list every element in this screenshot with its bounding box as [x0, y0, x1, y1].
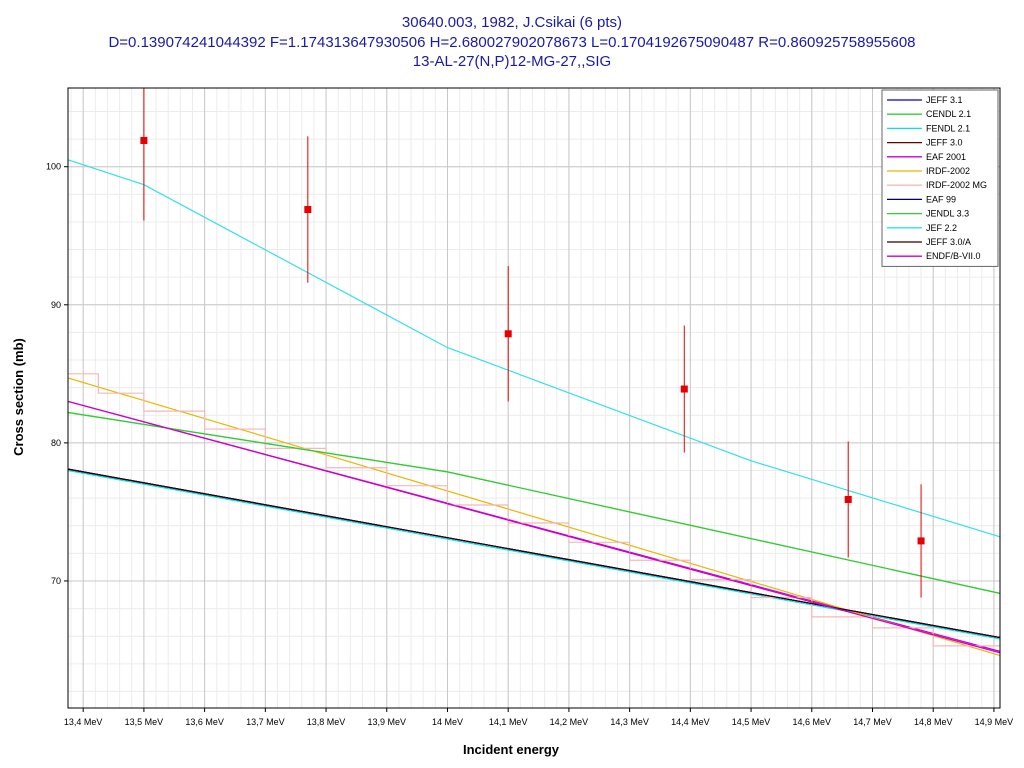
- x-tick-label: 14,7 MeV: [853, 717, 892, 727]
- y-axis-label: Cross section (mb): [11, 338, 26, 456]
- legend-label: JEFF 3.1: [926, 95, 963, 105]
- legend-label: ENDF/B-VII.0: [926, 251, 981, 261]
- series-line-irdf-2002-mg: [68, 373, 1000, 647]
- x-tick-label: 14,8 MeV: [914, 717, 953, 727]
- y-axis: 70 80 90 100: [46, 162, 68, 586]
- series-line-endf-b-vii-0: [67, 400, 1001, 654]
- series-line-jeff-3-0-a: [67, 468, 1001, 639]
- legend-label: JEFF 3.0: [926, 138, 963, 148]
- data-point: [504, 330, 512, 338]
- y-tick-label: 100: [46, 162, 61, 172]
- x-tick-label: 14,3 MeV: [610, 717, 649, 727]
- x-axis: 13,4 MeV 13,5 MeV 13,6 MeV 13,7 MeV 13,8 MeV…: [64, 708, 1013, 727]
- x-tick-label: 13,5 MeV: [125, 717, 164, 727]
- x-tick-label: 14,1 MeV: [489, 717, 528, 727]
- plot-frame: [67, 87, 1001, 709]
- y-tick-label: 90: [51, 300, 61, 310]
- x-tick-label: 13,7 MeV: [246, 717, 285, 727]
- chart-title: 30640.003, 1982, J.Csikai (6 pts): [401, 14, 623, 31]
- data-point: [304, 206, 312, 214]
- legend-label: JEF 2.2: [926, 223, 957, 233]
- legend-label: EAF 2001: [926, 152, 966, 162]
- x-tick-label: 13,6 MeV: [185, 717, 224, 727]
- legend-label: CENDL 2.1: [926, 109, 971, 119]
- legend-label: EAF 99: [926, 194, 956, 204]
- x-tick-label: 14,9 MeV: [975, 717, 1014, 727]
- legend-label: IRDF-2002 MG: [926, 180, 987, 190]
- legend-box: [881, 89, 999, 267]
- legend-label: JENDL 3.3: [926, 209, 969, 219]
- x-tick-label: 13,8 MeV: [307, 717, 346, 727]
- legend-label: IRDF-2002: [926, 166, 970, 176]
- x-tick-label: 13,4 MeV: [64, 717, 103, 727]
- legend-label: FENDL 2.1: [926, 123, 970, 133]
- series-line-jendl-3-3: [67, 411, 1001, 594]
- y-tick-label: 70: [51, 576, 61, 586]
- legend-label: JEFF 3.0/A: [926, 237, 971, 247]
- legend: JEFF 3.1 CENDL 2.1 FENDL 2.1 JEFF 3.0 EAF 20…: [881, 89, 999, 267]
- data-point: [917, 537, 925, 545]
- data-points: [140, 88, 925, 598]
- x-tick-label: 14,6 MeV: [793, 717, 832, 727]
- data-point: [844, 495, 852, 503]
- x-tick-label: 14,4 MeV: [671, 717, 710, 727]
- x-tick-label: 14 MeV: [432, 717, 463, 727]
- data-point: [680, 385, 688, 393]
- x-tick-label: 14,5 MeV: [732, 717, 771, 727]
- data-point: [140, 136, 148, 144]
- x-tick-label: 14,2 MeV: [550, 717, 589, 727]
- chart-subtitle-params: D=0.139074241044392 F=1.174313647930506 …: [108, 34, 916, 51]
- series-lines: [67, 159, 1001, 657]
- x-tick-label: 13,9 MeV: [367, 717, 406, 727]
- x-axis-label: Incident energy: [463, 742, 560, 757]
- y-tick-label: 80: [51, 438, 61, 448]
- chart-subtitle-reaction: 13-AL-27(N,P)12-MG-27,,SIG: [412, 53, 612, 70]
- series-line-jef-2-2: [67, 159, 1001, 538]
